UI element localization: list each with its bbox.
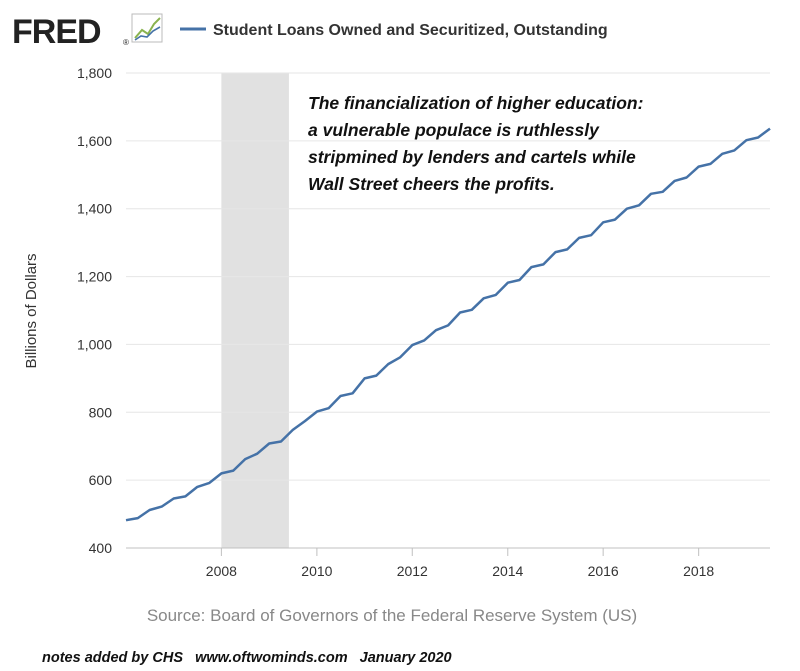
x-axis-tick-labels: 2008 2010 2012 2014 2016 2018 [206,548,714,579]
y-tick-label: 1,000 [77,336,112,352]
registered-mark: ® [123,38,129,47]
x-tick-label: 2012 [397,563,428,579]
x-tick-label: 2018 [683,563,714,579]
fred-logo[interactable]: FRED ® [12,13,163,51]
y-tick-label: 800 [89,404,113,420]
footer-note: notes added by CHS www.oftwominds.com Ja… [42,650,452,666]
source-caption: Source: Board of Governors of the Federa… [147,606,637,625]
gridlines [126,72,770,481]
x-tick-label: 2010 [301,563,332,579]
y-axis-title: Billions of Dollars [23,253,40,368]
x-tick-label: 2016 [588,563,619,579]
y-tick-label: 400 [89,540,113,556]
y-axis-tick-labels: 400 600 800 1,000 1,200 1,400 1,600 1,800 [77,65,112,556]
y-tick-label: 1,400 [77,201,112,217]
x-tick-label: 2008 [206,563,237,579]
annotation-line-1: The financialization of higher education… [308,93,643,113]
recession-shading-layer [221,73,289,548]
y-tick-label: 1,200 [77,269,112,285]
recession-band-0 [221,73,289,548]
annotation-line-4: Wall Street cheers the profits. [308,174,555,194]
trend-graph-icon [131,13,163,43]
x-tick-label: 2014 [492,563,523,579]
legend-label[interactable]: Student Loans Owned and Securitized, Out… [213,22,608,39]
y-tick-label: 1,800 [77,65,112,81]
annotation-text: The financialization of higher education… [308,93,643,194]
series-line-student-loans[interactable] [125,127,771,522]
annotation-line-2: a vulnerable populace is ruthlessly [308,120,600,140]
y-tick-label: 600 [89,472,113,488]
y-tick-label: 1,600 [77,133,112,149]
fred-logo-text: FRED [12,13,101,51]
annotation-line-3: stripmined by lenders and cartels while [308,147,636,167]
